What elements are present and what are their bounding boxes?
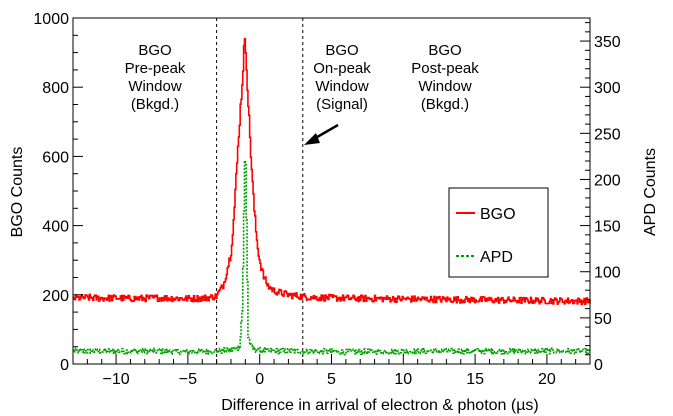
y2-tick-label: 50 (594, 311, 612, 328)
x-axis-label: Difference in arrival of electron & phot… (221, 397, 539, 414)
annotation-post-line-4: (Bkgd.) (421, 96, 469, 113)
legend-bgo-label: BGO (480, 206, 516, 223)
y-tick-label: 600 (42, 149, 69, 166)
annotation-pre-line-1: BGO (138, 42, 171, 59)
x-tick-label: 0 (255, 371, 264, 388)
annotation-post-line-2: Post-peak (411, 60, 479, 77)
annotation-post-peak: BGO Post-peak Window (Bkgd.) (411, 42, 479, 113)
y2-axis-label: APD Counts (642, 148, 659, 236)
annotation-on-peak: BGO On-peak Window (Signal) (313, 42, 371, 113)
y2-tick-label: 200 (594, 172, 621, 189)
y2-tick-label: 150 (594, 219, 621, 236)
y-tick-label: 0 (60, 357, 69, 374)
y-tick-label: 800 (42, 80, 69, 97)
y2-tick-label: 0 (594, 357, 603, 374)
legend: BGO APD (448, 187, 549, 278)
annotation-post-line-1: BGO (428, 42, 461, 59)
y2-tick-label: 300 (594, 80, 621, 97)
x-tick-label: −10 (103, 371, 130, 388)
annotation-post-line-3: Window (418, 78, 472, 95)
arrowhead-icon (304, 133, 320, 145)
annotation-on-line-3: Window (315, 78, 369, 95)
y-tick-label: 400 (42, 219, 69, 236)
annotation-pre-peak: BGO Pre-peak Window (Bkgd.) (125, 42, 186, 113)
x-tick-label: 10 (394, 371, 412, 388)
y-tick-label: 1000 (33, 11, 69, 28)
y2-tick-label: 250 (594, 126, 621, 143)
legend-apd-label: APD (480, 249, 513, 266)
series-bgo-line (73, 37, 591, 306)
legend-box (448, 187, 549, 278)
annotation-arrow (304, 123, 339, 145)
annotation-pre-line-2: Pre-peak (125, 60, 186, 77)
plot-area (73, 18, 591, 364)
annotation-pre-line-4: (Bkgd.) (131, 96, 179, 113)
annotation-pre-line-3: Window (128, 78, 182, 95)
y2-tick-label: 350 (594, 34, 621, 51)
axes: −10 −5 0 5 10 15 20020040060080010000501001502… (33, 11, 620, 388)
annotation-on-line-2: On-peak (313, 60, 371, 77)
x-tick-label: 5 (327, 371, 336, 388)
y2-tick-label: 100 (594, 265, 621, 282)
x-tick-label: −5 (179, 371, 197, 388)
y-tick-label: 200 (42, 288, 69, 305)
series-apd-line (73, 159, 591, 356)
annotation-on-line-1: BGO (325, 42, 358, 59)
annotation-on-line-4: (Signal) (316, 96, 368, 113)
x-tick-label: 15 (466, 371, 484, 388)
x-tick-label: 20 (538, 371, 556, 388)
y-axis-label: BGO Counts (9, 147, 26, 238)
